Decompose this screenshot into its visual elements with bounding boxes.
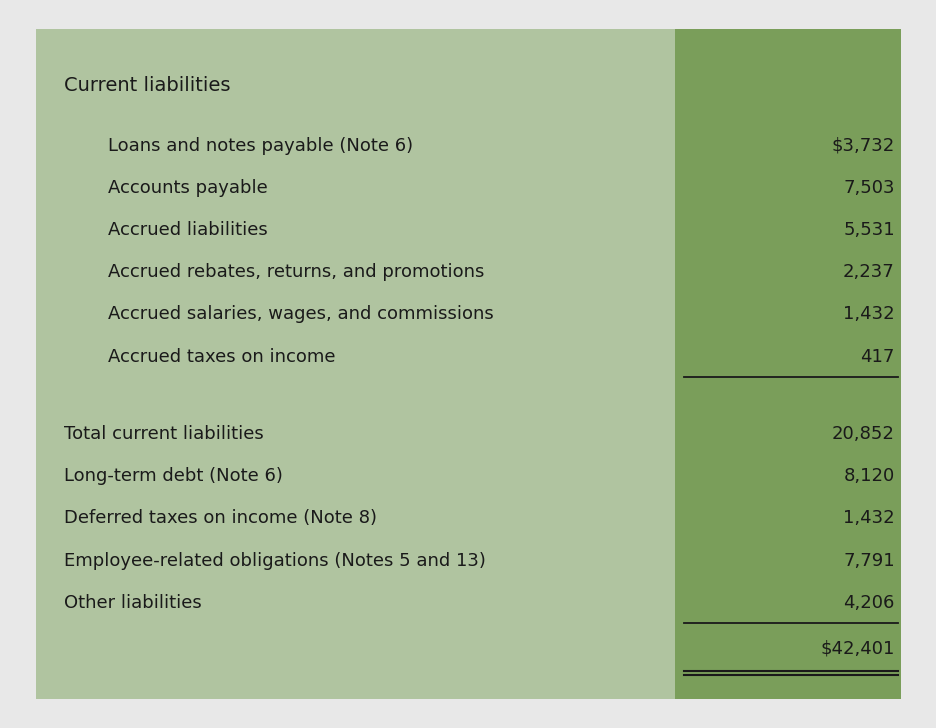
FancyBboxPatch shape [36, 29, 900, 699]
Text: $42,401: $42,401 [820, 640, 894, 657]
Text: 2,237: 2,237 [842, 264, 894, 281]
Text: Long-term debt (Note 6): Long-term debt (Note 6) [64, 467, 283, 485]
Text: Accrued rebates, returns, and promotions: Accrued rebates, returns, and promotions [108, 264, 484, 281]
Text: Accrued liabilities: Accrued liabilities [108, 221, 267, 239]
FancyBboxPatch shape [674, 29, 900, 699]
Text: Loans and notes payable (Note 6): Loans and notes payable (Note 6) [108, 137, 413, 154]
Text: Current liabilities: Current liabilities [64, 76, 230, 95]
Text: Total current liabilities: Total current liabilities [64, 425, 263, 443]
Text: Accounts payable: Accounts payable [108, 179, 267, 197]
Text: 7,791: 7,791 [842, 552, 894, 569]
Text: 1,432: 1,432 [842, 510, 894, 527]
Text: 1,432: 1,432 [842, 306, 894, 323]
Text: Other liabilities: Other liabilities [64, 594, 201, 612]
Text: 20,852: 20,852 [831, 425, 894, 443]
Text: 5,531: 5,531 [842, 221, 894, 239]
Text: Accrued taxes on income: Accrued taxes on income [108, 348, 335, 365]
Text: Employee-related obligations (Notes 5 and 13): Employee-related obligations (Notes 5 an… [64, 552, 485, 569]
Text: 8,120: 8,120 [842, 467, 894, 485]
Text: 7,503: 7,503 [842, 179, 894, 197]
Text: Deferred taxes on income (Note 8): Deferred taxes on income (Note 8) [64, 510, 376, 527]
Text: Accrued salaries, wages, and commissions: Accrued salaries, wages, and commissions [108, 306, 493, 323]
Text: 417: 417 [859, 348, 894, 365]
Text: $3,732: $3,732 [830, 137, 894, 154]
Text: 4,206: 4,206 [842, 594, 894, 612]
